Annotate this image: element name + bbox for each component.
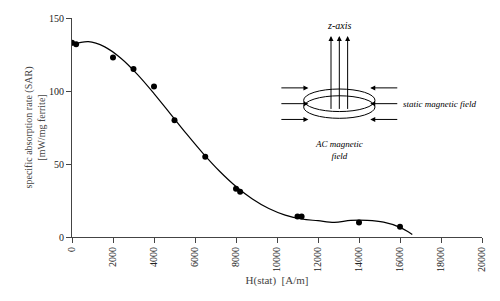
svg-text:z-axis: z-axis [327, 20, 351, 31]
svg-text:50: 50 [54, 159, 64, 170]
svg-text:8000: 8000 [230, 247, 241, 267]
svg-text:6000: 6000 [189, 247, 200, 267]
svg-text:2000: 2000 [107, 247, 118, 267]
svg-text:100: 100 [49, 86, 64, 97]
svg-text:20000: 20000 [476, 247, 487, 272]
svg-text:static magnetic field: static magnetic field [403, 99, 476, 109]
svg-text:18000: 18000 [435, 247, 446, 272]
svg-text:specific absorption rate (SAR): specific absorption rate (SAR)[mW/mg fer… [23, 67, 47, 189]
svg-text:AC magneticfield: AC magneticfield [315, 139, 363, 161]
svg-text:150: 150 [49, 13, 64, 24]
svg-text:H(stat) [A/m]: H(stat) [A/m] [246, 274, 309, 287]
svg-text:0: 0 [59, 232, 64, 243]
svg-text:12000: 12000 [312, 247, 323, 272]
svg-text:4000: 4000 [148, 247, 159, 267]
svg-text:0: 0 [66, 247, 77, 252]
svg-text:10000: 10000 [271, 247, 282, 272]
svg-text:16000: 16000 [394, 247, 405, 272]
svg-text:14000: 14000 [353, 247, 364, 272]
